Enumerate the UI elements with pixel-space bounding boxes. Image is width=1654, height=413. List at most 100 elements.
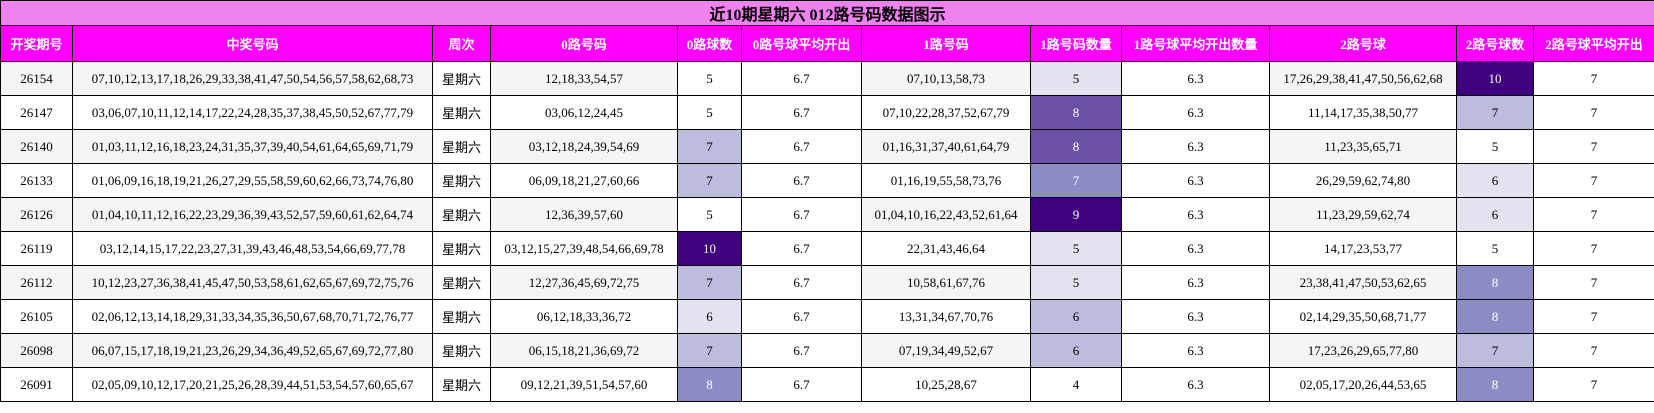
cell: 06,07,15,17,18,19,21,23,26,29,34,36,49,5… [72,333,433,368]
cell: 星期六 [432,95,491,130]
cell: 7 [1532,265,1654,300]
count-cell: 5 [1030,61,1122,96]
cell: 01,16,19,55,58,73,76 [861,163,1031,198]
data-row: 26140 01,03,11,12,16,18,23,24,31,35,37,39… [0,129,1654,164]
cell: 01,16,31,37,40,61,64,79 [861,129,1031,164]
cell: 12,18,33,54,57 [490,61,678,96]
cell: 6.7 [741,231,862,266]
table-title: 近10期星期六 012路号码数据图示 [0,0,1654,26]
cell: 7 [1532,197,1654,232]
count-cell: 8 [1030,95,1122,130]
cell: 01,04,10,16,22,43,52,61,64 [861,197,1031,232]
data-row: 26133 01,06,09,16,18,19,21,26,27,29,55,58… [0,163,1654,198]
cell: 6.3 [1121,95,1270,130]
column-header: 0路号球平均开出 [741,25,862,62]
cell: 6.7 [741,367,862,402]
count-cell: 6 [1030,333,1122,368]
cell: 7 [1532,231,1654,266]
cell: 6.7 [741,197,862,232]
cell: 6.7 [741,61,862,96]
count-cell: 5 [677,95,742,130]
cell: 07,10,12,13,17,18,26,29,33,38,41,47,50,5… [72,61,433,96]
cell: 26,29,59,62,74,80 [1269,163,1457,198]
cell: 6.7 [741,299,862,334]
cell: 11,23,29,59,62,74 [1269,197,1457,232]
cell: 6.3 [1121,299,1270,334]
count-cell: 7 [1456,333,1534,368]
data-row: 26091 02,05,09,10,12,17,20,21,25,26,28,39… [0,367,1654,402]
column-header: 1路号球平均开出数量 [1121,25,1270,62]
count-cell: 6 [1030,299,1122,334]
cell: 6.3 [1121,129,1270,164]
cell: 6.7 [741,333,862,368]
column-header: 2路号球 [1269,25,1457,62]
column-header: 2路号球数 [1456,25,1534,62]
cell: 星期六 [432,333,491,368]
title-row: 近10期星期六 012路号码数据图示 [0,0,1654,26]
cell: 6.3 [1121,61,1270,96]
data-row: 26147 03,06,07,10,11,12,14,17,22,24,28,35… [0,95,1654,130]
cell: 11,14,17,35,38,50,77 [1269,95,1457,130]
cell: 6.7 [741,163,862,198]
cell: 11,23,35,65,71 [1269,129,1457,164]
cell: 03,12,15,27,39,48,54,66,69,78 [490,231,678,266]
cell: 07,19,34,49,52,67 [861,333,1031,368]
count-cell: 8 [1030,129,1122,164]
cell: 07,10,13,58,73 [861,61,1031,96]
cell: 07,10,22,28,37,52,67,79 [861,95,1031,130]
cell: 03,12,14,15,17,22,23,27,31,39,43,46,48,5… [72,231,433,266]
data-row: 26126 01,04,10,11,12,16,22,23,29,36,39,43… [0,197,1654,232]
cell: 26154 [0,61,73,96]
cell: 02,05,09,10,12,17,20,21,25,26,28,39,44,5… [72,367,433,402]
cell: 01,04,10,11,12,16,22,23,29,36,39,43,52,5… [72,197,433,232]
count-cell: 7 [677,129,742,164]
cell: 星期六 [432,265,491,300]
count-cell: 7 [677,265,742,300]
cell: 7 [1532,299,1654,334]
cell: 03,06,07,10,11,12,14,17,22,24,28,35,37,3… [72,95,433,130]
cell: 10,25,28,67 [861,367,1031,402]
cell: 02,05,17,20,26,44,53,65 [1269,367,1457,402]
count-cell: 7 [1030,163,1122,198]
data-row: 26105 02,06,12,13,14,18,29,31,33,34,35,36… [0,299,1654,334]
column-header: 1路号码数量 [1030,25,1122,62]
cell: 星期六 [432,129,491,164]
table-body: 近10期星期六 012路号码数据图示 开奖期号 中奖号码 周次 0路号码 0路球数 0路号… [0,0,1654,402]
count-cell: 7 [1456,95,1534,130]
cell: 17,23,26,29,65,77,80 [1269,333,1457,368]
lottery-table: 近10期星期六 012路号码数据图示 开奖期号 中奖号码 周次 0路号码 0路球数 0路号… [0,0,1654,402]
cell: 7 [1532,61,1654,96]
data-row: 26154 07,10,12,13,17,18,26,29,33,38,41,47… [0,61,1654,96]
count-cell: 6 [677,299,742,334]
cell: 26112 [0,265,73,300]
column-header: 2路号球平均开出 [1532,25,1654,62]
count-cell: 5 [1456,231,1534,266]
cell: 星期六 [432,61,491,96]
data-row: 26112 10,12,23,27,36,38,41,45,47,50,53,58… [0,265,1654,300]
count-cell: 8 [1456,299,1534,334]
cell: 26147 [0,95,73,130]
cell: 星期六 [432,367,491,402]
cell: 03,06,12,24,45 [490,95,678,130]
cell: 星期六 [432,163,491,198]
count-cell: 10 [677,231,742,266]
cell: 12,36,39,57,60 [490,197,678,232]
data-row: 26119 03,12,14,15,17,22,23,27,31,39,43,46… [0,231,1654,266]
count-cell: 5 [677,197,742,232]
column-header: 0路球数 [677,25,742,62]
count-cell: 5 [677,61,742,96]
count-cell: 6 [1456,163,1534,198]
cell: 10,58,61,67,76 [861,265,1031,300]
cell: 06,09,18,21,27,60,66 [490,163,678,198]
cell: 6.3 [1121,265,1270,300]
count-cell: 5 [1456,129,1534,164]
cell: 26105 [0,299,73,334]
cell: 6.3 [1121,367,1270,402]
cell: 02,06,12,13,14,18,29,31,33,34,35,36,50,6… [72,299,433,334]
cell: 6.7 [741,265,862,300]
cell: 6.7 [741,129,862,164]
column-header: 中奖号码 [72,25,433,62]
cell: 7 [1532,163,1654,198]
cell: 26091 [0,367,73,402]
cell: 10,12,23,27,36,38,41,45,47,50,53,58,61,6… [72,265,433,300]
